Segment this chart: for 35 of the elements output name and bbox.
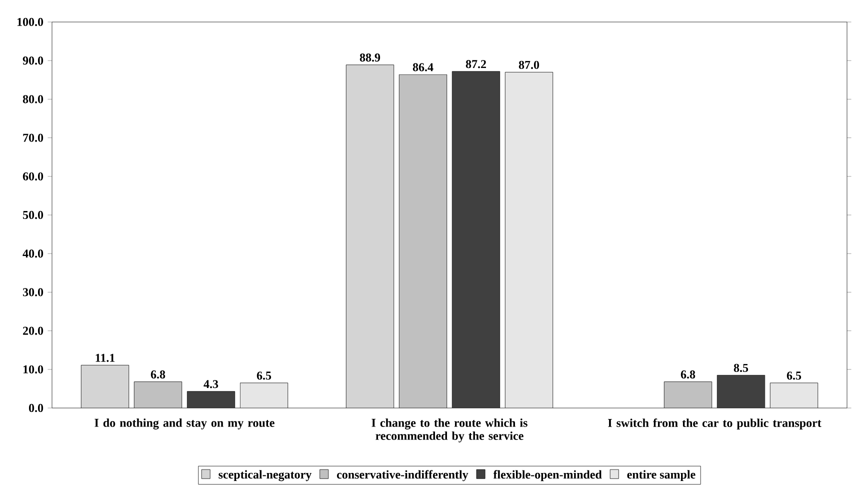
legend-label: sceptical-negatory	[218, 470, 312, 482]
data-label: 6.8	[150, 370, 166, 379]
y-tick-label: 40.0	[22, 250, 44, 258]
x-tick-label: I switch from the car to public transport	[608, 418, 822, 430]
data-label: 6.8	[680, 370, 696, 379]
y-tick-label: 10.0	[23, 365, 44, 374]
legend-label: conservative-indifferently	[336, 470, 468, 482]
y-tick-label: 60.0	[22, 172, 44, 180]
x-tick-label: I change to the route which is recommended by the service	[372, 418, 528, 442]
data-label: 4.3	[204, 380, 218, 388]
data-label: 6.5	[786, 372, 802, 380]
x-tick-label: I do nothing and stay on my route	[94, 418, 274, 430]
data-label: 86.4	[412, 63, 434, 72]
data-label: 8.5	[734, 364, 748, 372]
y-tick-label: 0.0	[28, 404, 44, 412]
y-tick-label: 80.0	[22, 95, 44, 104]
legend-label: entire sample	[627, 470, 696, 482]
data-label: 87.0	[518, 60, 540, 69]
y-tick-label: 70.0	[23, 134, 44, 142]
data-label: 6.5	[256, 372, 272, 380]
data-label: 88.9	[360, 53, 380, 62]
bar	[186, 391, 236, 408]
bar	[716, 374, 766, 408]
bar	[452, 71, 500, 408]
y-tick-label: 30.0	[22, 288, 44, 296]
y-tick-label: 90.0	[22, 56, 44, 65]
bar	[504, 72, 554, 408]
y-tick-label: 20.0	[23, 326, 44, 335]
y-tick-label: 100.0	[17, 18, 44, 26]
data-label: 87.2	[466, 60, 486, 68]
bar	[240, 382, 288, 408]
legend-label: flexible-open-minded	[493, 470, 602, 482]
bar	[770, 382, 818, 408]
y-tick-label: 50.0	[23, 210, 44, 220]
data-label: 11.1	[96, 354, 115, 362]
